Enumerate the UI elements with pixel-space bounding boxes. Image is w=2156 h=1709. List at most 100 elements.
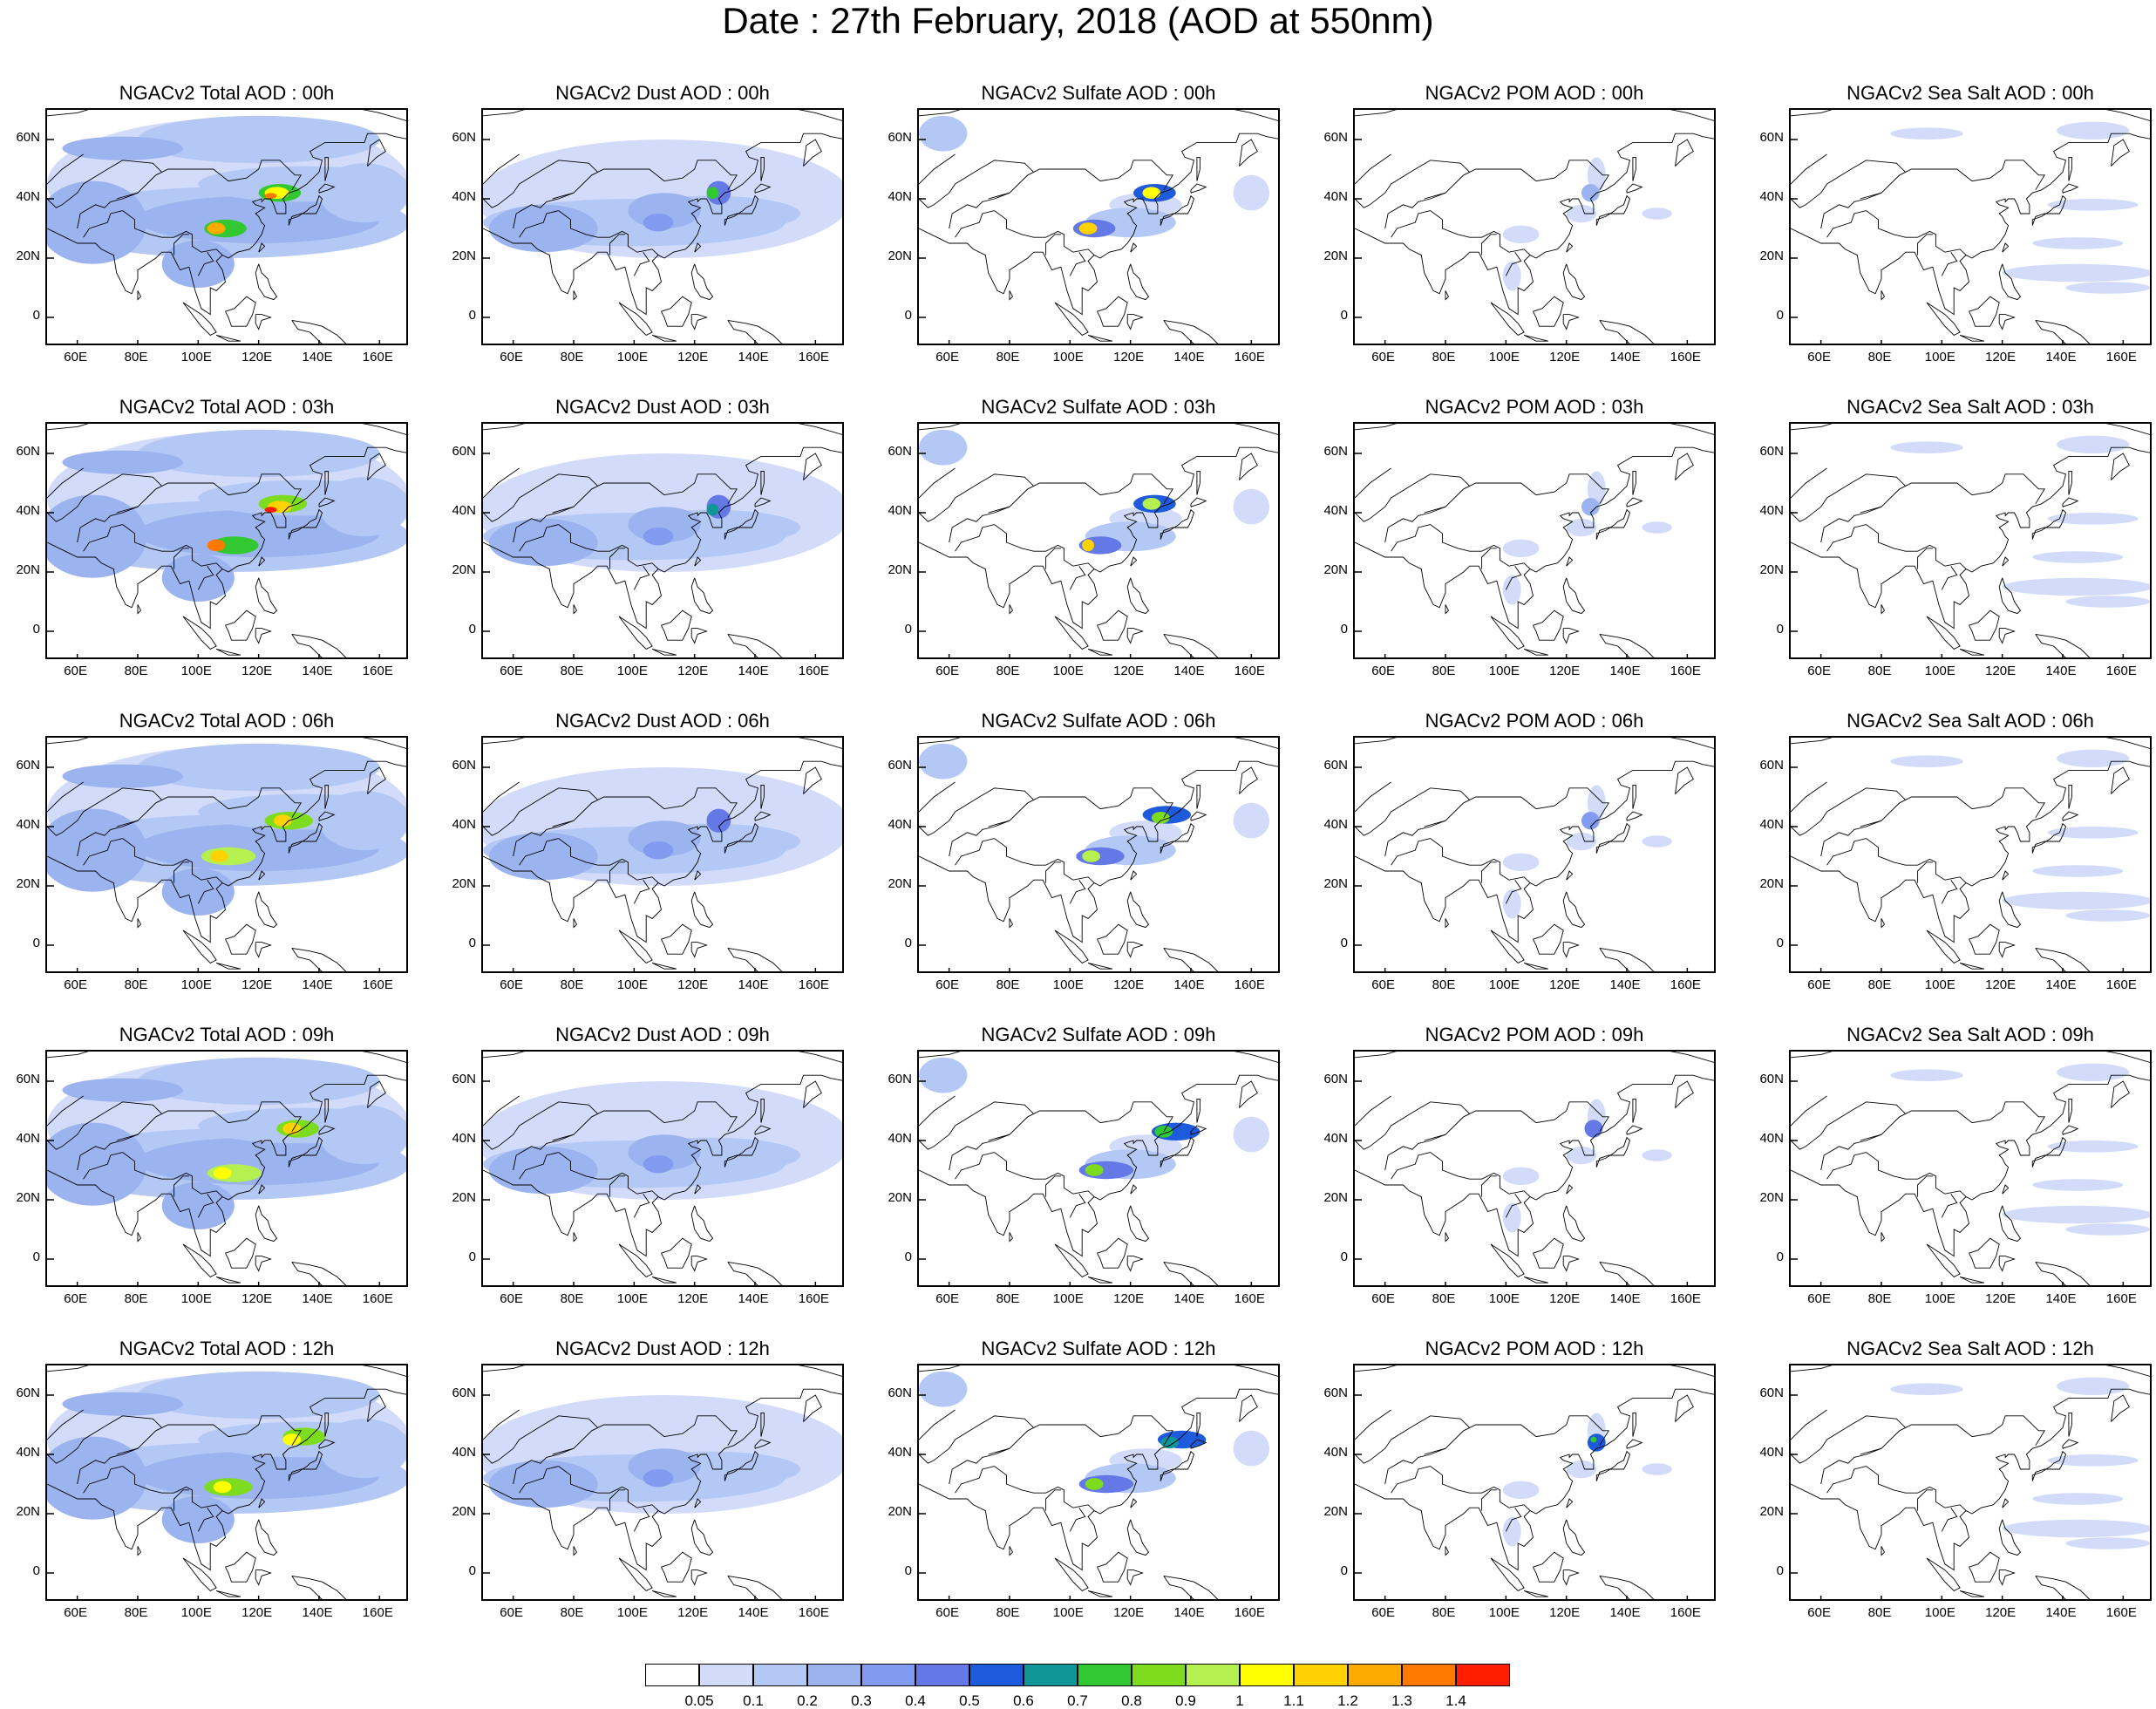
panel-title: NGACv2 Dust AOD : 12h bbox=[555, 1338, 770, 1359]
aod-contour-shade bbox=[488, 1146, 598, 1195]
coastline bbox=[1998, 1569, 2016, 1586]
lat-label: 0 bbox=[468, 1249, 476, 1264]
coastline bbox=[47, 467, 84, 499]
lat-label: 0 bbox=[32, 1563, 40, 1578]
coastline bbox=[618, 929, 653, 963]
coastline bbox=[1791, 467, 1827, 499]
coastline bbox=[754, 497, 772, 507]
coastline bbox=[1632, 1412, 1636, 1437]
coastline bbox=[988, 787, 1174, 827]
coastline bbox=[1866, 838, 1967, 883]
aod-contour-shade bbox=[919, 743, 968, 780]
lat-label: 60N bbox=[452, 758, 476, 773]
lon-label: 60E bbox=[935, 1605, 959, 1620]
aod-contour-shade bbox=[1584, 1120, 1603, 1138]
axis-ticks bbox=[483, 139, 817, 344]
coastline bbox=[1054, 1557, 1089, 1591]
aod-contour-shade bbox=[62, 450, 183, 474]
coastline bbox=[1599, 1261, 1655, 1285]
panel-title: NGACv2 Dust AOD : 06h bbox=[555, 710, 770, 732]
aod-contour-shade bbox=[2002, 891, 2150, 910]
coastline bbox=[651, 648, 677, 656]
coastline bbox=[1820, 820, 1882, 857]
lon-label: 60E bbox=[1371, 1291, 1395, 1306]
lon-label: 60E bbox=[1371, 977, 1395, 992]
aod-field bbox=[483, 140, 842, 258]
lon-label: 100E bbox=[616, 977, 648, 992]
aod-contour-shade bbox=[643, 841, 674, 860]
lat-label: 60N bbox=[1323, 1072, 1348, 1086]
coastline bbox=[633, 251, 650, 276]
aod-map-svg bbox=[47, 110, 406, 344]
aod-contour-shade bbox=[1233, 1430, 1270, 1467]
coastline bbox=[1969, 609, 2000, 641]
colorbar-swatch bbox=[645, 1664, 699, 1686]
coastline bbox=[919, 1074, 1278, 1257]
coastline bbox=[255, 891, 278, 929]
map-plot-area bbox=[1789, 736, 2152, 973]
lon-label: 80E bbox=[996, 1605, 1020, 1620]
coastline bbox=[1045, 1489, 1061, 1511]
lat-label: 20N bbox=[452, 876, 476, 891]
coastline bbox=[519, 1466, 559, 1494]
colorbar-swatch bbox=[1024, 1664, 1078, 1686]
aod-contour-shade bbox=[919, 115, 968, 152]
coastline bbox=[1820, 1134, 1882, 1171]
aod-contour-shade bbox=[2065, 909, 2150, 922]
aod-contour-shade bbox=[264, 193, 277, 199]
coastline bbox=[1355, 781, 1391, 813]
colorbar-label: 1.4 bbox=[1445, 1692, 1466, 1709]
coastline bbox=[1562, 1205, 1586, 1243]
colorbar-label: 0.9 bbox=[1175, 1692, 1196, 1709]
coastline bbox=[919, 153, 956, 185]
coastline bbox=[724, 1136, 759, 1168]
aod-contour-shade bbox=[1233, 1116, 1270, 1153]
lon-label: 80E bbox=[560, 350, 584, 364]
coastline bbox=[1860, 160, 2046, 200]
coastline bbox=[609, 861, 625, 883]
map-plot-area bbox=[917, 1364, 1280, 1601]
lon-label: 100E bbox=[1488, 1291, 1520, 1306]
coastline bbox=[2062, 1439, 2079, 1449]
coastline bbox=[1533, 1551, 1564, 1583]
coastline bbox=[324, 470, 329, 495]
coastline bbox=[483, 1052, 842, 1063]
coastline bbox=[255, 628, 272, 644]
coastline bbox=[1791, 1095, 1827, 1127]
coastline bbox=[651, 1276, 677, 1283]
coastline bbox=[483, 1095, 520, 1127]
coastline bbox=[182, 1243, 217, 1277]
coastline bbox=[1941, 565, 1958, 590]
lon-label: 140E bbox=[2045, 664, 2077, 678]
coastline bbox=[1445, 604, 1450, 615]
lat-label: 20N bbox=[1759, 876, 1784, 891]
coastline bbox=[949, 506, 1010, 543]
coastline bbox=[483, 1074, 842, 1257]
axis-ticks bbox=[1355, 139, 1689, 344]
coastline bbox=[1355, 467, 1391, 499]
lat-label: 40N bbox=[1323, 503, 1348, 518]
map-panel-total-row4: NGACv2 Total AOD : 12h 60N 40N 20N 0 60E 80E 10… bbox=[0, 1336, 410, 1637]
coastline bbox=[1126, 1519, 1150, 1556]
map-plot-area bbox=[917, 422, 1280, 659]
aod-contour-shade bbox=[1233, 488, 1270, 525]
aod-contour-shade bbox=[2002, 577, 2150, 596]
coastline bbox=[288, 822, 323, 854]
coastline bbox=[955, 1466, 995, 1494]
coastline bbox=[1160, 1450, 1195, 1481]
coastline bbox=[1430, 210, 1531, 255]
coastline bbox=[1632, 1098, 1636, 1123]
coastline-outlines bbox=[1791, 110, 2150, 344]
coastline bbox=[318, 183, 336, 194]
coastline bbox=[1632, 156, 1636, 181]
coastline bbox=[727, 319, 783, 344]
lat-label: 60N bbox=[16, 1072, 40, 1086]
coastline bbox=[1599, 633, 1655, 657]
aod-field bbox=[1890, 749, 2150, 922]
coastline bbox=[1626, 183, 1643, 194]
coastline-outlines bbox=[483, 1052, 842, 1285]
aod-contour-shade bbox=[2057, 1063, 2130, 1081]
coastline bbox=[694, 1184, 702, 1195]
coastline bbox=[291, 1261, 347, 1285]
colorbar-swatch bbox=[1456, 1664, 1510, 1686]
